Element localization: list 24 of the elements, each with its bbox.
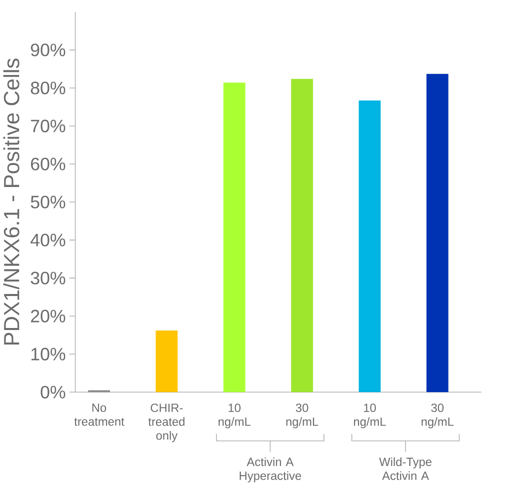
y-tick-label: 20% bbox=[31, 310, 66, 323]
bar bbox=[426, 74, 448, 392]
bar bbox=[291, 79, 313, 392]
y-tick-label: 10% bbox=[31, 348, 66, 361]
y-tick-label: 40% bbox=[30, 234, 66, 247]
y-tick-label: 30% bbox=[30, 272, 66, 285]
x-tick-label: 30 ng/mL bbox=[286, 404, 318, 428]
bar bbox=[358, 100, 381, 392]
bar bbox=[223, 82, 246, 392]
y-tick-label: 50% bbox=[30, 196, 66, 209]
x-tick-label: 30 ng/mL bbox=[422, 404, 454, 428]
y-tick-label: 0% bbox=[40, 386, 66, 399]
text: Wild-Type Activin A bbox=[379, 458, 432, 480]
x-tick-label: No treatment bbox=[74, 404, 124, 426]
text: Activin A Hyperactive bbox=[240, 458, 302, 482]
y-axis-title: PDX1/NKX6.1 - Positive Cells bbox=[3, 58, 20, 345]
x-tick-label: CHIR-treated only bbox=[148, 404, 184, 442]
y-tick-label: 90% bbox=[30, 44, 66, 56]
x-tick-label: 10 ng/mL bbox=[218, 404, 250, 428]
y-tick-label: 70% bbox=[31, 120, 66, 132]
x-tick-label: 10 ng/mL bbox=[354, 404, 386, 428]
y-tick-label: 60% bbox=[31, 158, 66, 170]
y-tick-label: 80% bbox=[30, 82, 66, 94]
bar bbox=[156, 330, 178, 392]
